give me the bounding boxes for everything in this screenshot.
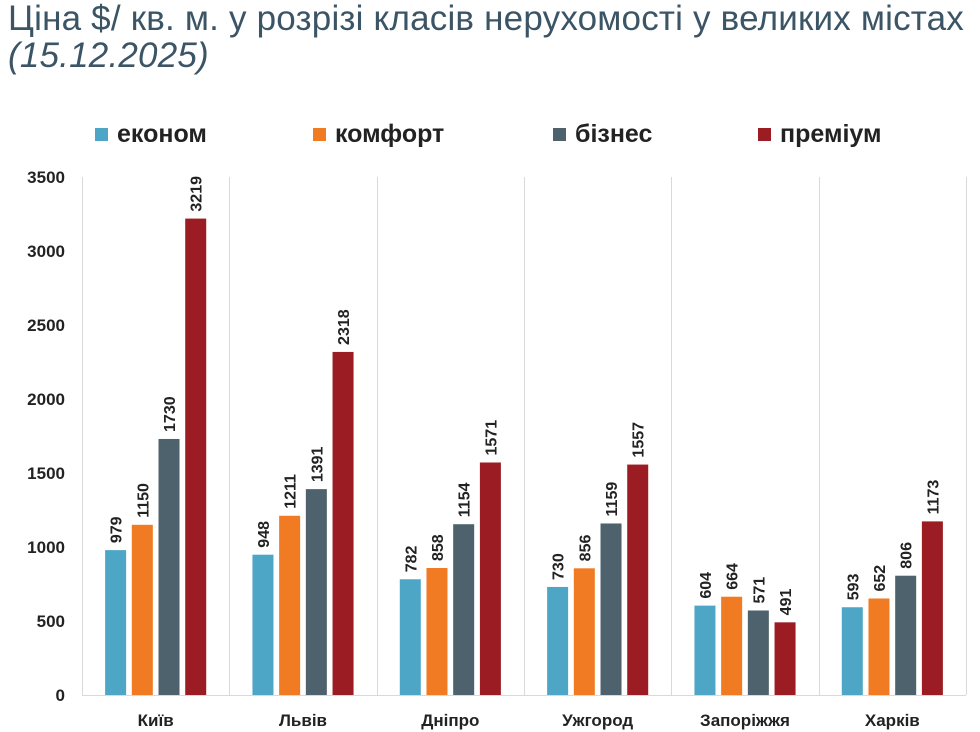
bar-value-label: 948 [256, 521, 273, 548]
bar-value-label: 3219 [189, 176, 206, 212]
chart-title-date: (15.12.2025) [8, 36, 209, 75]
bar-комфорт [868, 598, 890, 695]
legend-label: преміум [780, 119, 882, 148]
bar-економ [694, 605, 716, 695]
legend-label: комфорт [335, 119, 445, 148]
x-category-label: Дніпро [421, 711, 479, 730]
y-tick-label: 2000 [27, 390, 65, 409]
legend-swatch [758, 127, 771, 141]
bar-value-label: 858 [430, 534, 447, 561]
bar-преміум [185, 218, 207, 695]
bar-бізнес [453, 524, 475, 695]
bar-комфорт [721, 596, 743, 695]
bar-value-label: 782 [403, 545, 420, 572]
bar-value-label: 1154 [457, 482, 474, 517]
legend: економ комфорт бізнес преміум [0, 116, 980, 152]
legend-item-бізнес: бізнес [553, 116, 652, 152]
legend-label: бізнес [575, 119, 653, 148]
y-tick-label: 1000 [27, 538, 65, 557]
bar-преміум [627, 464, 649, 695]
x-category-label: Ужгород [562, 711, 633, 730]
bar-економ [399, 579, 421, 695]
bar-економ [841, 607, 863, 695]
bar-value-label: 2318 [336, 309, 353, 345]
bar-value-label: 979 [109, 516, 126, 543]
bar-бізнес [747, 610, 769, 695]
x-category-label: Київ [138, 711, 174, 730]
bar-value-label: 491 [778, 589, 795, 616]
bar-value-label: 1571 [483, 420, 500, 456]
bar-value-label: 571 [751, 577, 768, 604]
bar-value-label: 1173 [925, 480, 942, 515]
y-tick-label: 1500 [27, 464, 65, 483]
legend-swatch [553, 127, 566, 141]
bar-економ [252, 554, 274, 695]
bar-економ [547, 586, 569, 695]
x-category-label: Запоріжжя [700, 711, 790, 730]
bar-value-label: 664 [725, 563, 742, 590]
bar-value-label: 1391 [309, 446, 326, 482]
legend-item-преміум: преміум [758, 116, 881, 152]
bar-value-label: 856 [577, 535, 594, 562]
chart-title: Ціна $/ кв. м. у розрізі класів нерухомо… [8, 0, 968, 74]
bar-бізнес [895, 575, 917, 695]
legend-label: економ [117, 119, 207, 148]
bar-value-label: 1159 [604, 482, 621, 517]
legend-swatch [313, 127, 326, 141]
bar-комфорт [426, 568, 448, 695]
legend-item-економ: економ [95, 116, 207, 152]
y-tick-label: 3000 [27, 242, 65, 261]
bar-економ [105, 550, 127, 695]
bar-value-label: 652 [872, 565, 889, 592]
bar-value-label: 1730 [162, 396, 179, 432]
chart-title-main: Ціна $/ кв. м. у розрізі класів нерухомо… [8, 0, 964, 38]
bar-бізнес [305, 489, 327, 695]
bar-преміум [921, 521, 943, 695]
bar-бізнес [600, 523, 622, 695]
bar-комфорт [573, 568, 595, 695]
bar-value-label: 1150 [135, 483, 152, 518]
bar-бізнес [158, 438, 180, 695]
bar-value-label: 1211 [283, 474, 300, 509]
x-category-label: Львів [279, 711, 327, 730]
bar-преміум [332, 351, 354, 695]
y-tick-label: 500 [37, 612, 65, 631]
y-tick-label: 2500 [27, 316, 65, 335]
bar-комфорт [131, 524, 153, 695]
bar-комфорт [279, 515, 301, 695]
bar-преміум [774, 622, 796, 695]
bar-value-label: 593 [845, 573, 862, 600]
legend-swatch [95, 127, 108, 141]
y-tick-label: 3500 [27, 168, 65, 187]
legend-item-комфорт: комфорт [313, 116, 444, 152]
x-category-label: Харків [865, 711, 920, 730]
bar-value-label: 604 [698, 572, 715, 599]
y-tick-label: 0 [56, 686, 65, 705]
bar-value-label: 1557 [631, 422, 648, 458]
bar-value-label: 806 [899, 542, 916, 569]
bar-преміум [479, 462, 501, 695]
bar-value-label: 730 [551, 553, 568, 580]
